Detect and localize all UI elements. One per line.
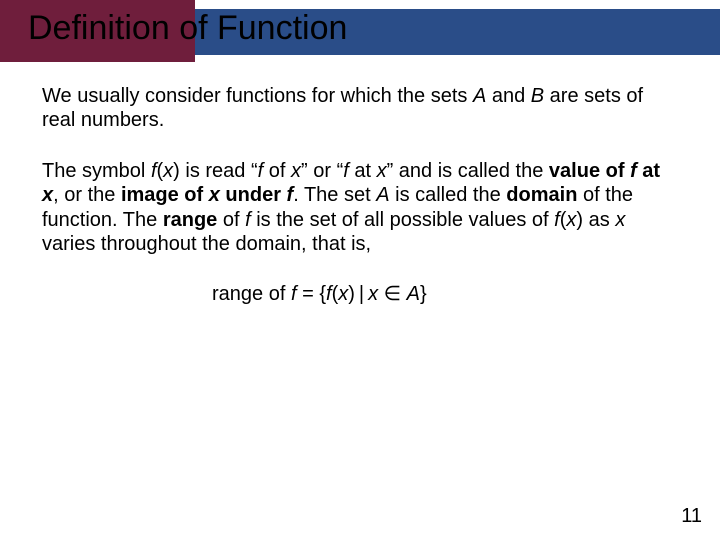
page-number: 11: [681, 505, 702, 528]
paragraph-1: We usually consider functions for which …: [42, 84, 678, 133]
range-expression: range of f = {f(x) | x ∈ A}: [42, 282, 678, 306]
slide-title: Definition of Function: [28, 9, 347, 48]
slide-body: We usually consider functions for which …: [0, 62, 720, 307]
slide-header: Definition of Function: [0, 0, 720, 62]
paragraph-2: The symbol f(x) is read “f of x” or “f a…: [42, 159, 678, 257]
